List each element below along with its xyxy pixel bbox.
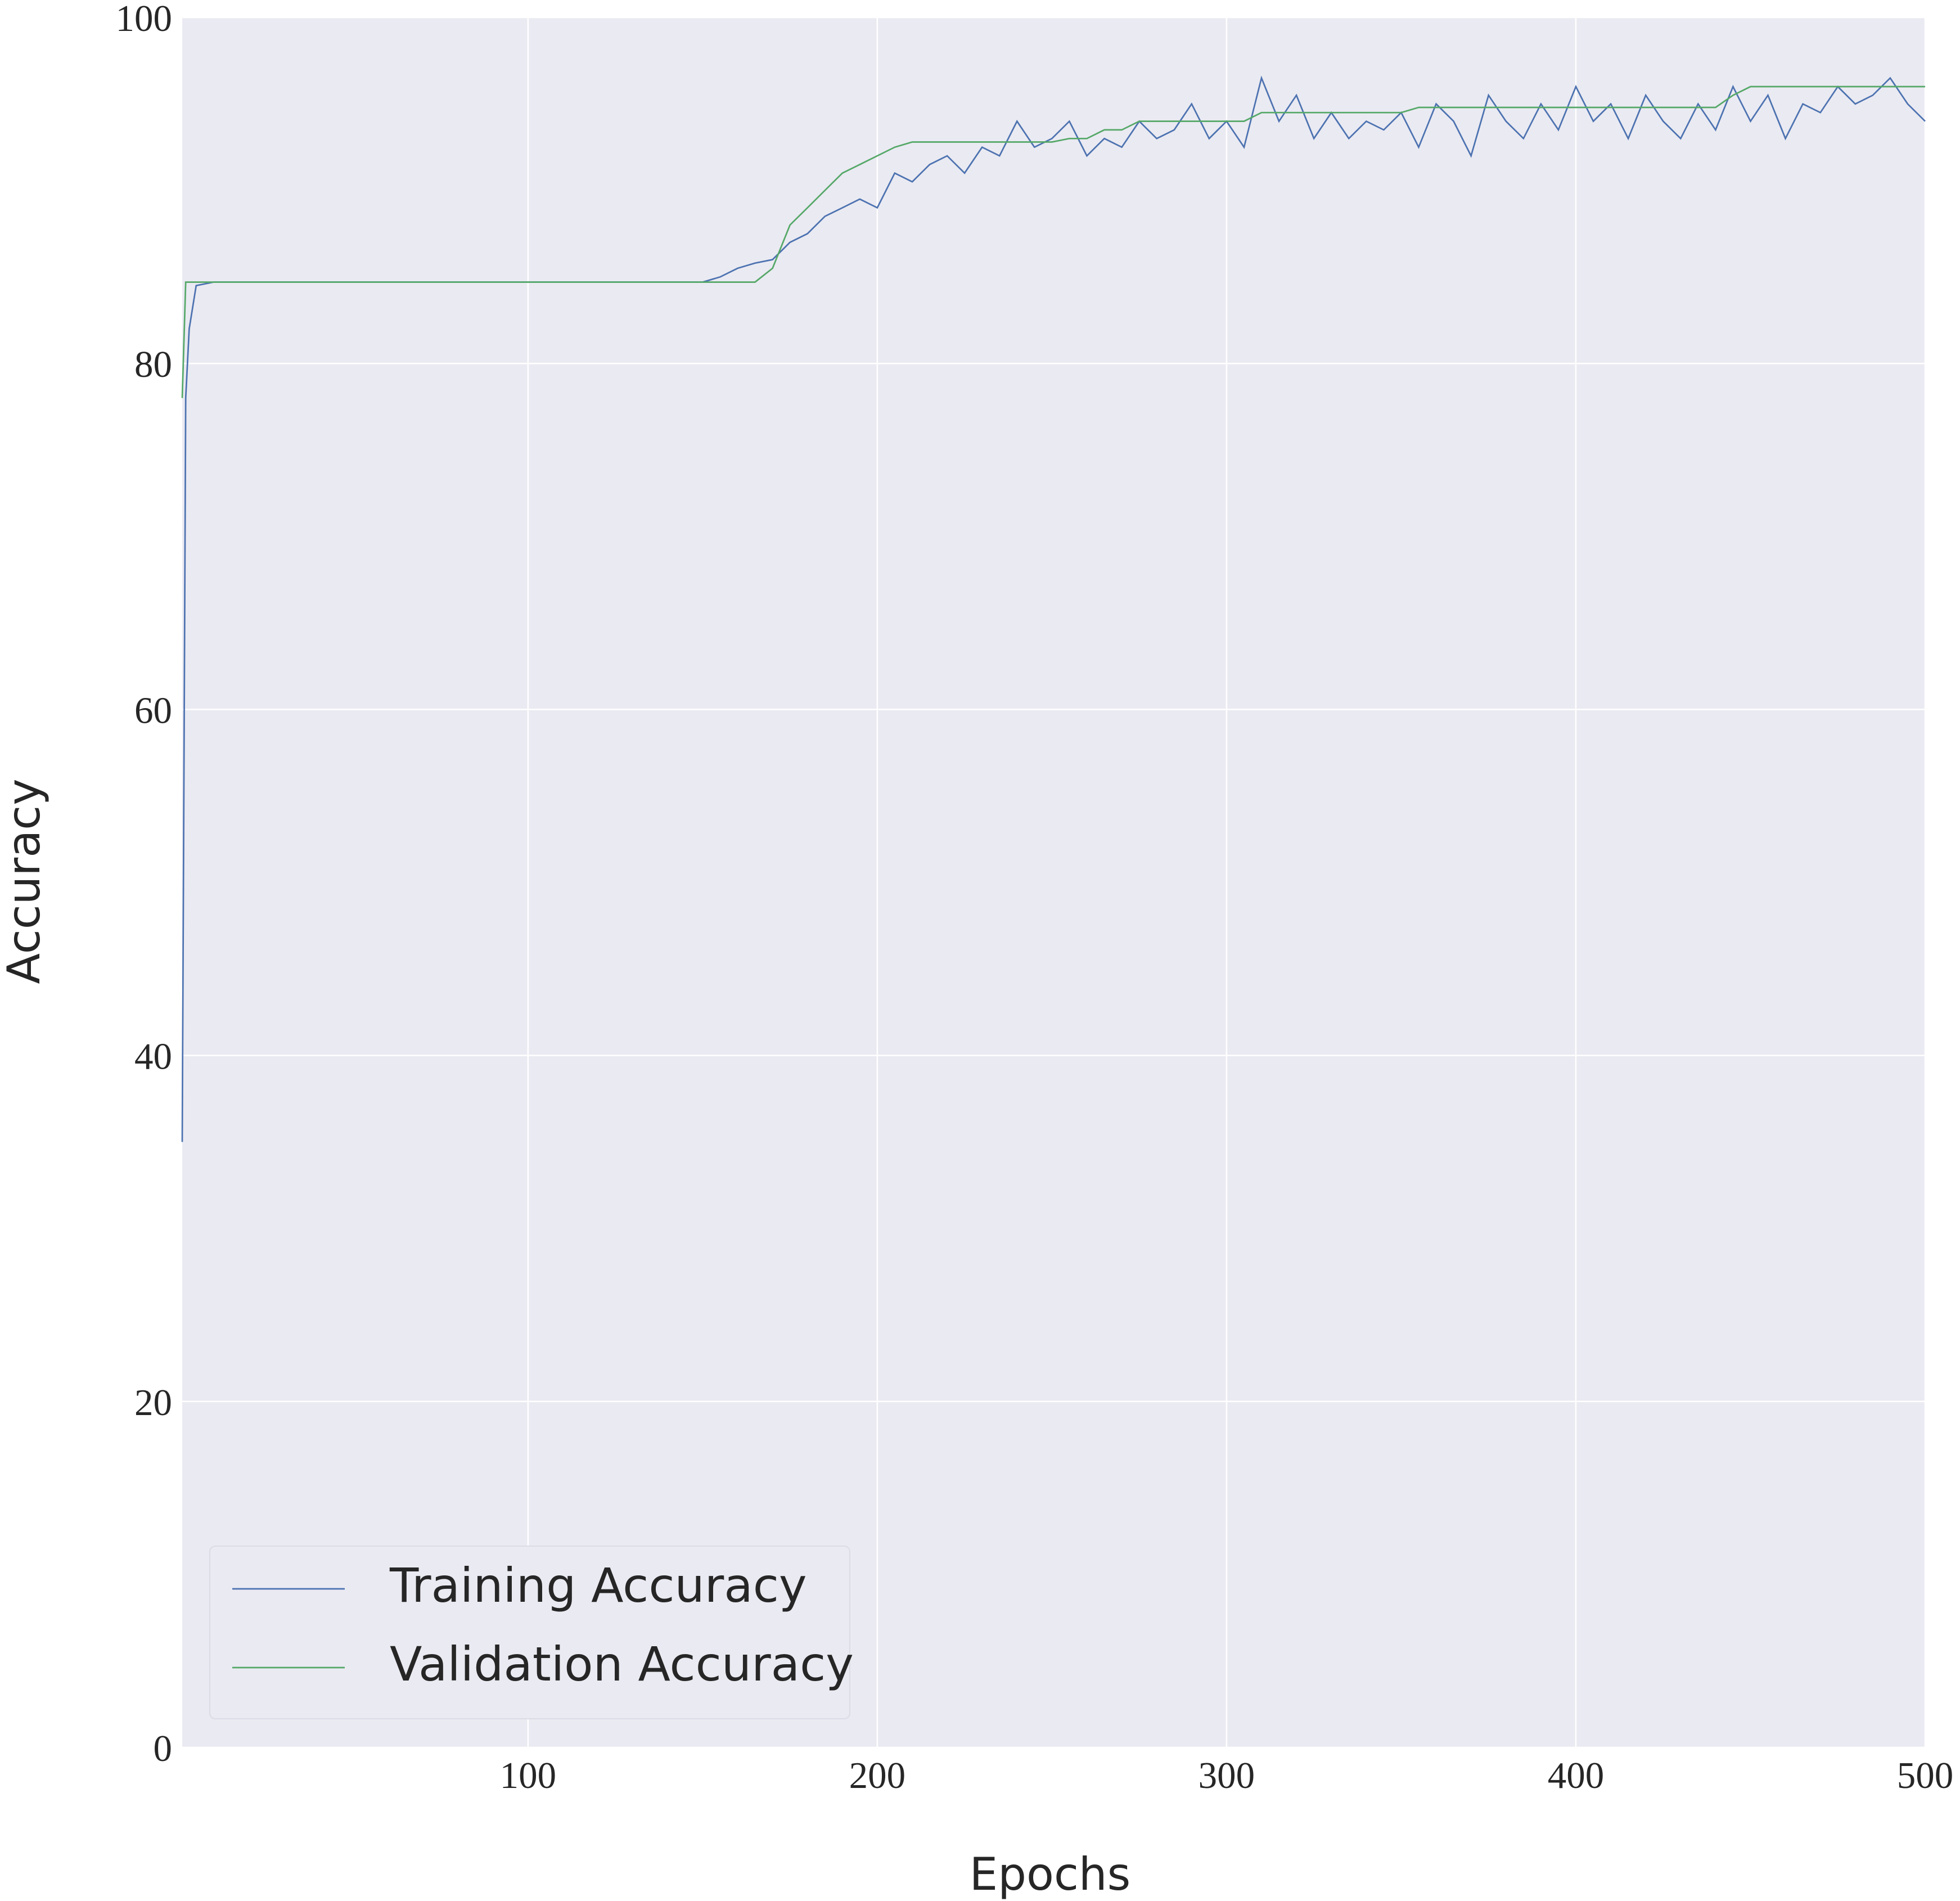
y-tick-label: 40 — [134, 1036, 172, 1078]
series-line — [181, 85, 1925, 398]
y-tick-label: 20 — [134, 1382, 172, 1424]
y-axis-label: Accuracy — [0, 778, 50, 984]
legend-box — [209, 1546, 850, 1719]
legend-label: Training Accuracy — [389, 1558, 807, 1613]
x-tick-label: 400 — [1548, 1755, 1605, 1796]
x-axis-label: Epochs — [970, 1848, 1131, 1900]
x-tick-label: 100 — [500, 1755, 557, 1796]
y-tick-label: 100 — [116, 0, 173, 39]
plot-area — [182, 17, 1925, 1747]
x-tick-label: 300 — [1198, 1755, 1255, 1796]
legend-label: Validation Accuracy — [390, 1637, 854, 1692]
x-tick-label: 500 — [1897, 1755, 1954, 1796]
y-tick-label: 0 — [154, 1728, 173, 1769]
x-tick-label: 200 — [849, 1755, 906, 1796]
y-tick-label: 80 — [134, 344, 172, 385]
y-tick-label: 60 — [134, 690, 172, 731]
